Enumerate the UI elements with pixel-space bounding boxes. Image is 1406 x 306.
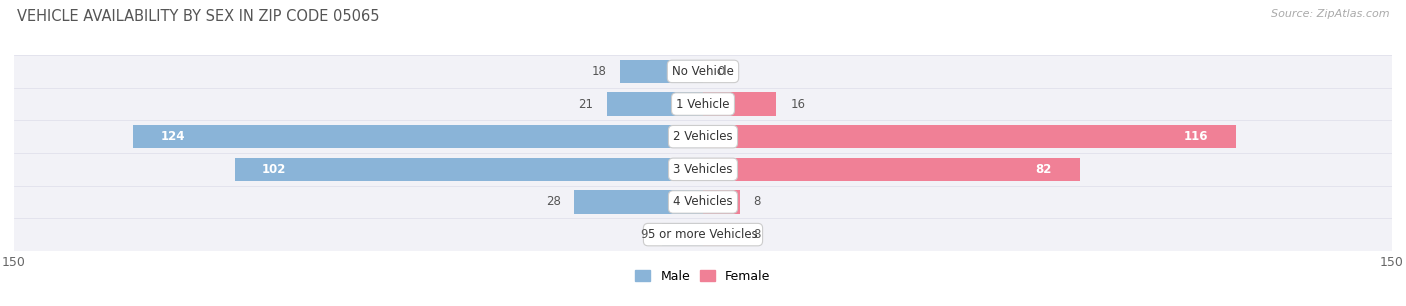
Bar bbox=[235, 158, 703, 181]
Text: Source: ZipAtlas.com: Source: ZipAtlas.com bbox=[1271, 9, 1389, 19]
Bar bbox=[703, 125, 1236, 148]
Bar bbox=[575, 190, 703, 214]
Text: 0: 0 bbox=[717, 65, 724, 78]
Bar bbox=[703, 158, 1080, 181]
Text: 3 Vehicles: 3 Vehicles bbox=[673, 163, 733, 176]
Text: 4 Vehicles: 4 Vehicles bbox=[673, 196, 733, 208]
Bar bbox=[620, 60, 703, 83]
Text: 28: 28 bbox=[546, 196, 561, 208]
Text: 21: 21 bbox=[578, 98, 593, 110]
Bar bbox=[14, 88, 1392, 120]
Text: 8: 8 bbox=[754, 228, 761, 241]
Text: 1 Vehicle: 1 Vehicle bbox=[676, 98, 730, 110]
Bar bbox=[14, 186, 1392, 218]
Bar bbox=[662, 223, 703, 246]
Text: 124: 124 bbox=[162, 130, 186, 143]
Bar bbox=[14, 120, 1392, 153]
Bar bbox=[703, 92, 776, 116]
Bar bbox=[14, 55, 1392, 88]
Text: 102: 102 bbox=[262, 163, 287, 176]
Bar bbox=[703, 190, 740, 214]
Text: 116: 116 bbox=[1184, 130, 1208, 143]
Bar bbox=[14, 218, 1392, 251]
Bar bbox=[134, 125, 703, 148]
Bar bbox=[606, 92, 703, 116]
Text: VEHICLE AVAILABILITY BY SEX IN ZIP CODE 05065: VEHICLE AVAILABILITY BY SEX IN ZIP CODE … bbox=[17, 9, 380, 24]
Text: 8: 8 bbox=[754, 196, 761, 208]
Text: 2 Vehicles: 2 Vehicles bbox=[673, 130, 733, 143]
Legend: Male, Female: Male, Female bbox=[630, 265, 776, 288]
Text: No Vehicle: No Vehicle bbox=[672, 65, 734, 78]
Text: 16: 16 bbox=[790, 98, 806, 110]
Text: 18: 18 bbox=[592, 65, 606, 78]
Text: 9: 9 bbox=[640, 228, 648, 241]
Text: 82: 82 bbox=[1036, 163, 1052, 176]
Text: 5 or more Vehicles: 5 or more Vehicles bbox=[648, 228, 758, 241]
Bar bbox=[703, 223, 740, 246]
Bar bbox=[14, 153, 1392, 186]
